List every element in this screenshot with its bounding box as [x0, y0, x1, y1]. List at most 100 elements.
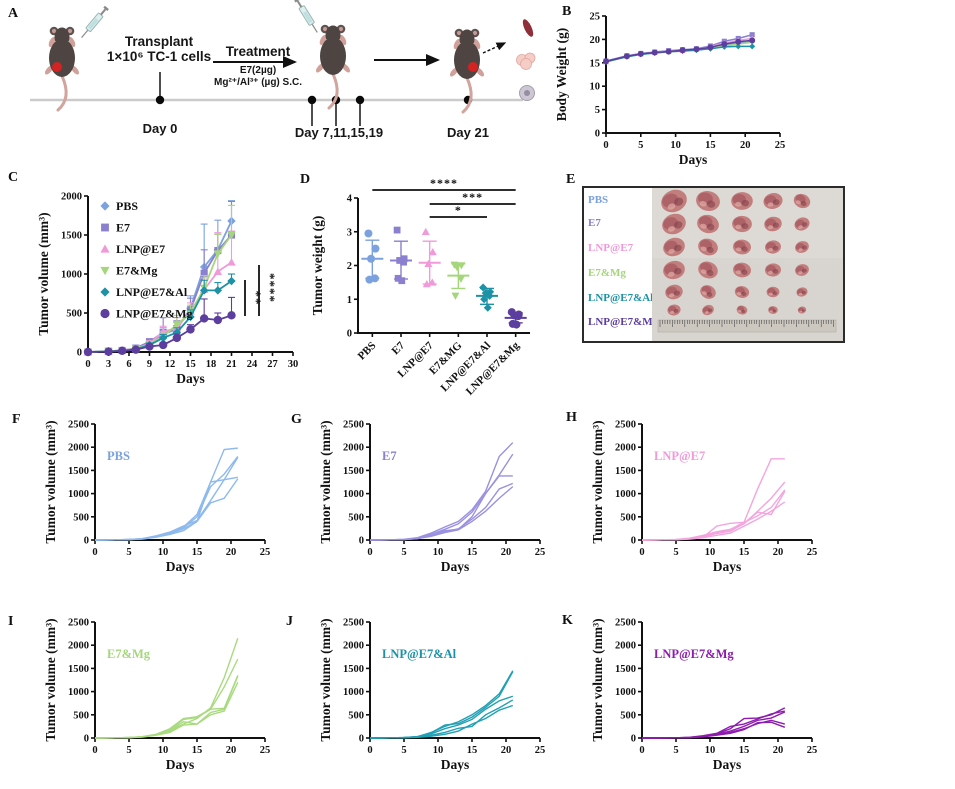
svg-text:1000: 1000	[615, 687, 636, 698]
photo-group-label: LNP@E7&Al	[588, 292, 654, 304]
svg-text:2500: 2500	[615, 420, 636, 431]
svg-text:25: 25	[535, 547, 546, 558]
svg-text:Tumor volume (mm³): Tumor volume (mm³)	[318, 420, 333, 543]
svg-text:2500: 2500	[343, 618, 364, 629]
e7-individual-chart: 0 5 10 15 20 25 0 500 1000 1500 2000 2500 Days Tumor …	[305, 400, 595, 598]
svg-text:500: 500	[620, 710, 636, 721]
svg-text:2000: 2000	[615, 443, 636, 454]
svg-text:1000: 1000	[615, 489, 636, 500]
svg-text:15: 15	[192, 547, 203, 558]
panel-g-letter: G	[291, 412, 302, 427]
svg-text:2000: 2000	[615, 641, 636, 652]
svg-text:10: 10	[433, 547, 444, 558]
svg-text:E7&Mg: E7&Mg	[107, 647, 151, 661]
treatment-label: Treatment	[225, 44, 291, 59]
svg-text:Tumor weight (g): Tumor weight (g)	[310, 216, 325, 316]
svg-text:5: 5	[595, 105, 600, 116]
svg-text:1: 1	[347, 295, 352, 306]
lnp-e7-individual-chart: 0 5 10 15 20 25 0 500 1000 1500 2000 2500 Days Tumor …	[577, 400, 867, 598]
svg-text:PBS: PBS	[116, 199, 138, 213]
svg-text:Days: Days	[441, 757, 470, 772]
svg-text:15: 15	[739, 547, 750, 558]
svg-text:30: 30	[288, 359, 299, 370]
svg-text:20: 20	[740, 140, 751, 151]
svg-text:1500: 1500	[343, 466, 364, 477]
svg-text:4: 4	[347, 194, 353, 205]
svg-text:Days: Days	[176, 371, 205, 386]
panel-d-letter: D	[300, 172, 311, 187]
svg-text:E7&Mg: E7&Mg	[116, 264, 157, 278]
svg-text:0: 0	[347, 329, 352, 340]
svg-text:LNP@E7: LNP@E7	[116, 242, 165, 256]
svg-text:2000: 2000	[68, 641, 89, 652]
svg-text:25: 25	[260, 745, 271, 756]
svg-text:2000: 2000	[61, 192, 82, 203]
svg-text:25: 25	[535, 745, 546, 756]
svg-text:24: 24	[247, 359, 258, 370]
panel-a-letter: A	[8, 6, 19, 21]
svg-text:20: 20	[773, 745, 784, 756]
svg-text:LNP@E7&Mg: LNP@E7&Mg	[654, 647, 734, 661]
svg-text:15: 15	[590, 58, 601, 69]
svg-text:3: 3	[347, 227, 352, 238]
svg-text:0: 0	[631, 536, 636, 547]
svg-text:0: 0	[84, 536, 89, 547]
panel-e-letter: E	[566, 172, 576, 187]
svg-text:25: 25	[807, 745, 818, 756]
svg-text:10: 10	[158, 547, 169, 558]
svg-text:Days: Days	[713, 559, 742, 574]
panel-h-letter: H	[566, 410, 577, 425]
svg-text:20: 20	[501, 745, 512, 756]
e7-mg-individual-chart: 0 5 10 15 20 25 0 500 1000 1500 2000 2500 Days Tumor …	[30, 598, 320, 789]
svg-text:E7: E7	[382, 449, 397, 463]
treatment-dose-e7: E7(2µg)	[239, 65, 277, 76]
svg-text:1500: 1500	[615, 466, 636, 477]
svg-text:18: 18	[206, 359, 217, 370]
svg-text:0: 0	[367, 547, 372, 558]
svg-text:5: 5	[126, 547, 131, 558]
svg-text:5: 5	[638, 140, 643, 151]
svg-text:25: 25	[260, 547, 271, 558]
svg-text:20: 20	[226, 745, 237, 756]
svg-text:0: 0	[603, 140, 608, 151]
svg-text:LNP@E7&Mg: LNP@E7&Mg	[116, 307, 193, 321]
svg-text:1500: 1500	[68, 466, 89, 477]
treatment-days-label: Day 7,11,15,19	[294, 125, 384, 140]
svg-text:****: ****	[430, 176, 458, 190]
svg-text:20: 20	[590, 35, 601, 46]
svg-text:0: 0	[367, 745, 372, 756]
svg-text:Days: Days	[713, 757, 742, 772]
svg-text:500: 500	[73, 512, 89, 523]
body-weight-chart: 0 5 10 15 20 25 0 5 10 15 20 25 Days Body Weight (g)	[540, 0, 814, 175]
panel-i-letter: I	[8, 614, 14, 629]
svg-text:Tumor volume (mm³): Tumor volume (mm³)	[318, 618, 333, 741]
svg-text:0: 0	[631, 734, 636, 745]
svg-text:2: 2	[347, 261, 352, 272]
svg-text:500: 500	[620, 512, 636, 523]
svg-text:2000: 2000	[343, 641, 364, 652]
svg-text:5: 5	[673, 745, 678, 756]
svg-text:PBS: PBS	[107, 449, 130, 463]
svg-text:Tumor volume (mm³): Tumor volume (mm³)	[43, 618, 58, 741]
svg-text:LNP@E7: LNP@E7	[654, 449, 705, 463]
svg-text:1500: 1500	[615, 664, 636, 675]
photo-group-label: E7&Mg	[588, 267, 626, 279]
svg-text:2500: 2500	[343, 420, 364, 431]
svg-text:5: 5	[401, 547, 406, 558]
svg-text:20: 20	[773, 547, 784, 558]
svg-text:15: 15	[185, 359, 196, 370]
svg-text:Tumor volume (mm³): Tumor volume (mm³)	[590, 420, 605, 543]
day0-label: Day 0	[142, 121, 178, 136]
lnp-e7-mg-individual-chart: 0 5 10 15 20 25 0 500 1000 1500 2000 2500 Days Tumor …	[577, 598, 867, 789]
svg-text:2500: 2500	[68, 420, 89, 431]
svg-text:5: 5	[126, 745, 131, 756]
svg-text:Days: Days	[441, 559, 470, 574]
